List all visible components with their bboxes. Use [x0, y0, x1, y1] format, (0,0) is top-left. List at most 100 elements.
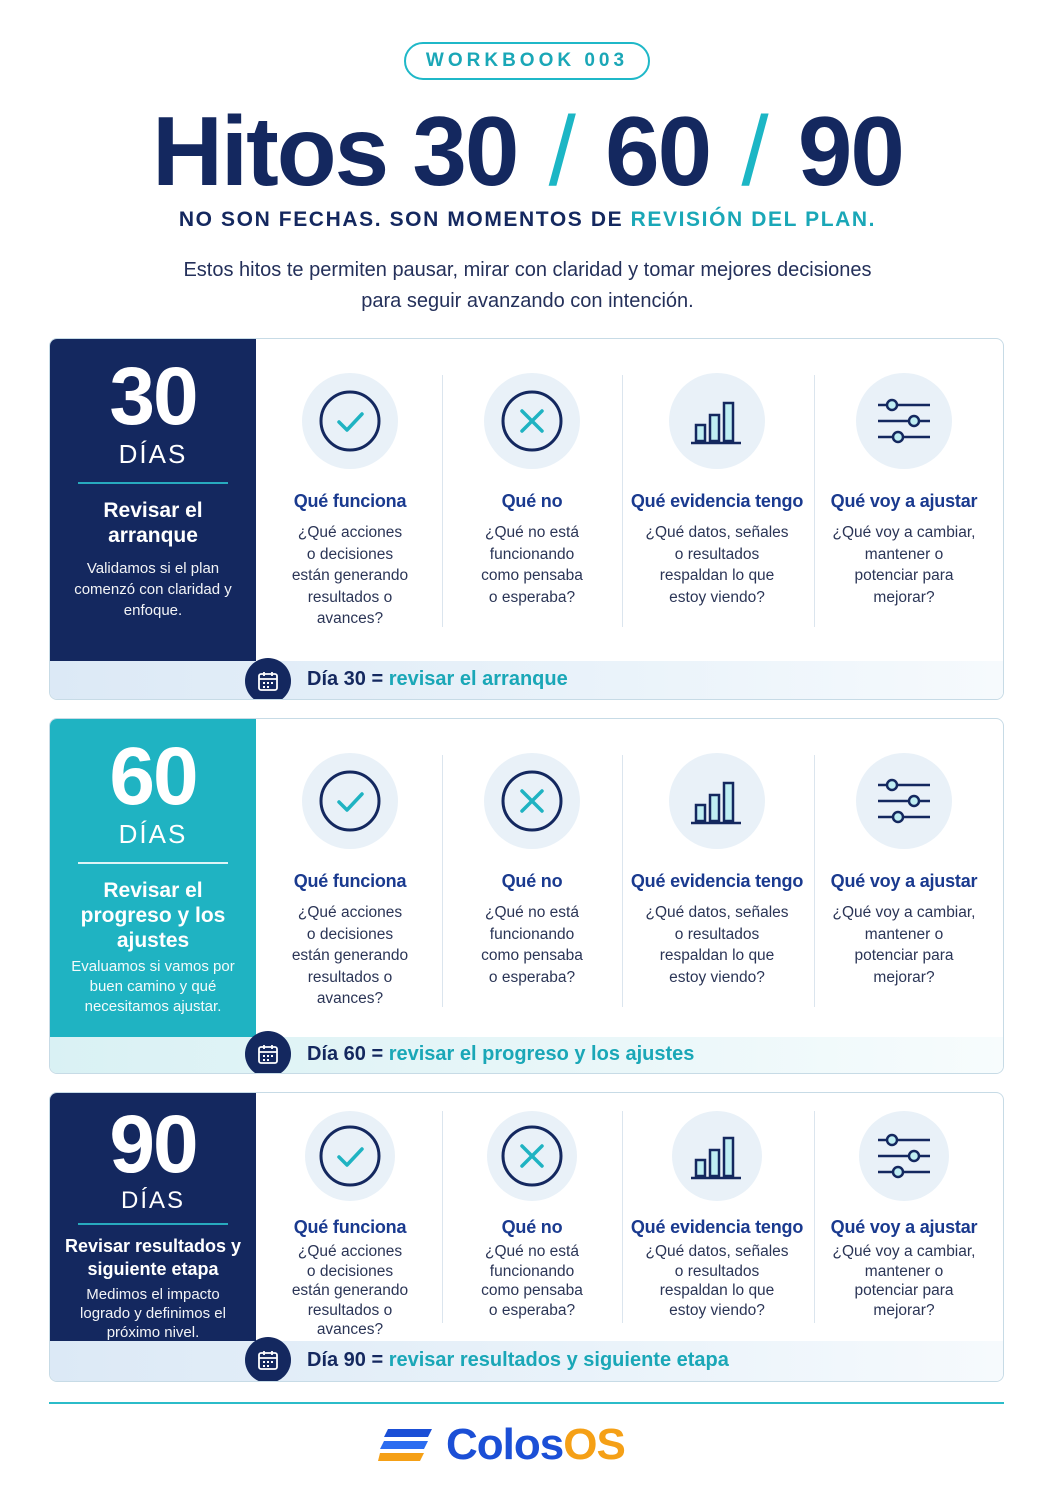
footer-day: Día 60 =	[307, 1043, 389, 1065]
milestone-number: 30	[109, 351, 198, 442]
column-separator	[814, 375, 815, 627]
review-column-adjust: Qué voy a ajustar ¿Qué voy a cambiar, mant…	[819, 373, 989, 608]
column-question: ¿Qué no está funcionando como pensaba o esp…	[481, 524, 583, 606]
review-column-evidence: Qué evidencia tengo ¿Qué datos, señales o …	[627, 373, 807, 608]
milestone-card-60: 60 DÍAS Revisar el progreso y los ajuste…	[49, 718, 1004, 1074]
title-part-30: Hitos 30	[152, 96, 519, 206]
milestone-number: 90	[109, 1099, 198, 1190]
column-heading: Qué voy a ajustar	[830, 1217, 978, 1237]
column-separator	[442, 1111, 443, 1323]
milestone-days-label: DÍAS	[118, 819, 188, 849]
milestone-footer-text: Día 90 = revisar resultados y siguiente …	[307, 1349, 729, 1372]
footer-action: revisar el progreso y los ajustes	[388, 1043, 695, 1065]
column-question: ¿Qué datos, señales o resultados respaldan…	[645, 1243, 789, 1319]
milestone-card-90: 90 DÍAS Revisar resultados y siguiente e…	[49, 1092, 1004, 1382]
column-heading: Qué no	[501, 491, 563, 511]
footer-action: revisar el arranque	[388, 668, 568, 690]
brand-name-os: OS	[563, 1420, 626, 1469]
column-question: ¿Qué voy a cambiar, mantener o potenciar p…	[832, 1243, 976, 1319]
subtitle-text: NO SON FECHAS. SON MOMENTOS DE	[178, 208, 631, 231]
column-question: ¿Qué voy a cambiar, mantener o potenciar p…	[832, 904, 976, 986]
bar-chart-icon	[669, 753, 765, 849]
milestone-description: Evaluamos si vamos por buen camino y qué…	[71, 958, 235, 1015]
milestone-days-label: DÍAS	[118, 439, 188, 469]
column-heading: Qué funciona	[293, 871, 407, 891]
milestone-description: Validamos si el plan comenzó con clarida…	[74, 560, 232, 619]
colosos-logo-mark-icon	[378, 1429, 432, 1461]
review-column-what-not: Qué no ¿Qué no está funcionando como pensab…	[457, 753, 607, 988]
x-circle-icon	[484, 753, 580, 849]
milestone-phase: Revisar resultados y siguiente etapa	[64, 1236, 242, 1279]
brand-wordmark: ColosOS	[446, 1420, 626, 1470]
milestone-side-panel: 30 DÍAS Revisar el arranque Validamos si…	[50, 339, 256, 661]
divider	[78, 862, 228, 864]
milestone-footer	[50, 1037, 1003, 1073]
column-separator	[442, 375, 443, 627]
column-question: ¿Qué datos, señales o resultados respaldan…	[645, 524, 789, 606]
milestone-footer-text: Día 30 = revisar el arranque	[307, 668, 568, 691]
column-separator	[814, 1111, 815, 1323]
column-heading: Qué evidencia tengo	[630, 871, 804, 891]
review-column-evidence: Qué evidencia tengo ¿Qué datos, señales o …	[627, 753, 807, 988]
check-circle-icon	[302, 373, 398, 469]
column-separator	[814, 755, 815, 1007]
calendar-icon	[245, 658, 291, 699]
column-question: ¿Qué voy a cambiar, mantener o potenciar p…	[832, 524, 976, 606]
check-circle-icon	[302, 753, 398, 849]
footer-divider	[49, 1402, 1004, 1404]
footer-day: Día 90 =	[307, 1349, 389, 1371]
column-heading: Qué funciona	[293, 1217, 407, 1237]
review-column-what-works: Qué funciona ¿Qué acciones o decisiones est…	[265, 753, 435, 1010]
milestone-phase: Revisar el progreso y los ajustes	[80, 879, 226, 952]
milestone-side-panel: 60 DÍAS Revisar el progreso y los ajuste…	[50, 719, 256, 1039]
title-slash: /	[548, 96, 576, 206]
sliders-icon	[856, 753, 952, 849]
intro-line-1: Estos hitos te permiten pausar, mirar co…	[183, 259, 872, 281]
column-heading: Qué evidencia tengo	[630, 1217, 804, 1237]
milestone-footer	[50, 1341, 1003, 1381]
page-title: Hitos 30 / 60 / 90	[0, 96, 1055, 206]
column-heading: Qué funciona	[293, 491, 407, 511]
milestone-description: Medimos el impacto logrado y definimos e…	[80, 1286, 226, 1341]
footer-action: revisar resultados y siguiente etapa	[388, 1349, 729, 1371]
calendar-icon	[245, 1031, 291, 1073]
milestone-footer	[50, 661, 1003, 699]
milestone-days-label: DÍAS	[120, 1187, 185, 1214]
column-question: ¿Qué datos, señales o resultados respaldan…	[645, 904, 789, 986]
subtitle: NO SON FECHAS. SON MOMENTOS DE REVISIÓN …	[0, 208, 1055, 232]
intro-line-2: para seguir avanzando con intención.	[361, 290, 694, 312]
subtitle-highlight: REVISIÓN DEL PLAN.	[630, 208, 877, 231]
divider	[78, 1223, 228, 1225]
review-column-what-works: Qué funciona ¿Qué acciones o decisiones est…	[265, 373, 435, 630]
review-column-what-works: Qué funciona ¿Qué acciones o decisiones est…	[265, 1111, 435, 1340]
column-heading: Qué no	[501, 1217, 563, 1237]
milestone-phase: Revisar el arranque	[103, 499, 203, 547]
x-circle-icon	[484, 373, 580, 469]
column-question: ¿Qué no está funcionando como pensaba o esp…	[481, 1243, 583, 1319]
calendar-icon	[245, 1337, 291, 1381]
column-question: ¿Qué acciones o decisiones están generando…	[291, 1243, 409, 1338]
column-question: ¿Qué acciones o decisiones están generando…	[291, 524, 409, 627]
review-column-evidence: Qué evidencia tengo ¿Qué datos, señales o …	[627, 1111, 807, 1320]
milestone-side-panel: 90 DÍAS Revisar resultados y siguiente e…	[50, 1093, 256, 1343]
brand-logo: ColosOS	[378, 1420, 626, 1470]
column-question: ¿Qué no está funcionando como pensaba o esp…	[481, 904, 583, 986]
check-circle-icon	[305, 1111, 395, 1201]
column-separator	[442, 755, 443, 1007]
workbook-badge: WORKBOOK 003	[404, 42, 650, 80]
milestone-footer-text: Día 60 = revisar el progreso y los ajust…	[307, 1043, 694, 1066]
sliders-icon	[859, 1111, 949, 1201]
column-heading: Qué evidencia tengo	[630, 491, 804, 511]
column-heading: Qué no	[501, 871, 563, 891]
x-circle-icon	[487, 1111, 577, 1201]
footer-day: Día 30 =	[307, 668, 389, 690]
divider	[78, 482, 228, 484]
review-column-adjust: Qué voy a ajustar ¿Qué voy a cambiar, mant…	[819, 753, 989, 988]
column-heading: Qué voy a ajustar	[830, 491, 978, 511]
title-part-90: 90	[797, 96, 905, 206]
column-separator	[622, 755, 623, 1007]
milestone-number: 60	[109, 731, 198, 822]
review-column-what-not: Qué no ¿Qué no está funcionando como pensab…	[457, 373, 607, 608]
column-question: ¿Qué acciones o decisiones están generando…	[291, 904, 409, 1007]
